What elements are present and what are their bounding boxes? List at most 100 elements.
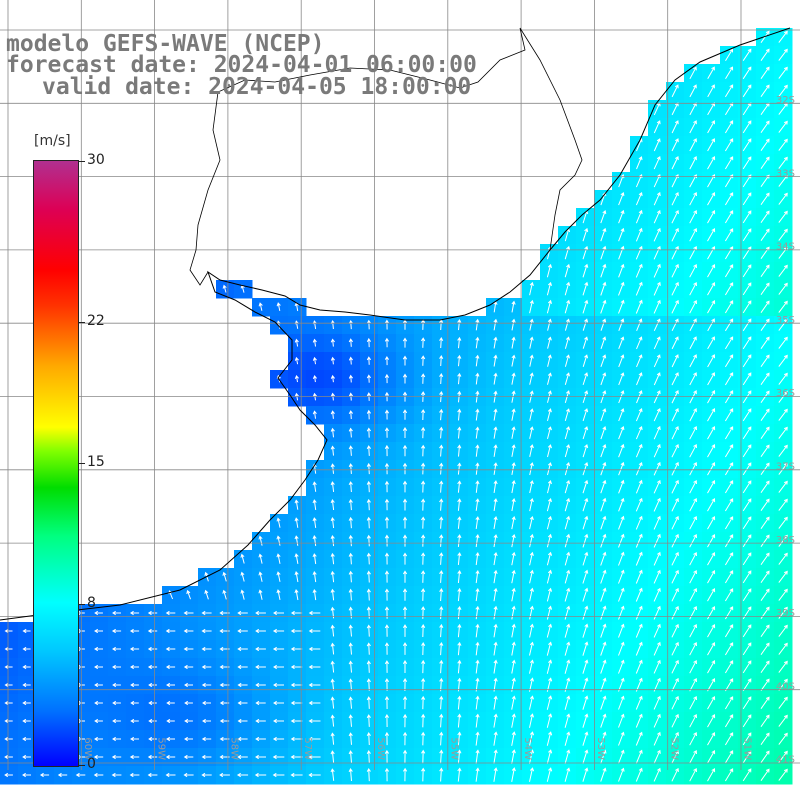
- wind-arrow: [564, 605, 571, 620]
- wind-arrow: [202, 700, 211, 706]
- wind-arrow: [511, 336, 516, 349]
- wind-arrow: [618, 713, 625, 728]
- wind-arrow: [475, 587, 480, 602]
- wind-arrow: [366, 750, 371, 764]
- wind-arrow: [742, 534, 752, 548]
- wind-arrow: [420, 426, 426, 439]
- wind-arrow: [653, 587, 661, 602]
- wind-arrow: [457, 444, 462, 457]
- wind-arrow: [778, 588, 788, 601]
- wind-arrow: [653, 120, 661, 134]
- wind-arrow: [366, 498, 371, 511]
- wind-arrow: [564, 408, 570, 422]
- wind-arrow: [742, 444, 752, 458]
- wind-arrow: [582, 713, 589, 728]
- wind-arrow: [529, 731, 535, 746]
- wind-arrow: [546, 515, 552, 530]
- wind-arrow: [294, 338, 299, 347]
- wind-arrow: [204, 589, 209, 600]
- wind-arrow: [707, 318, 715, 332]
- wind-arrow: [760, 624, 770, 637]
- wind-arrow: [724, 750, 734, 764]
- wind-arrow: [439, 749, 444, 764]
- wind-arrow: [653, 479, 661, 494]
- wind-arrow: [760, 696, 770, 709]
- wind-arrow: [529, 281, 534, 296]
- wind-arrow: [493, 731, 498, 746]
- wind-arrow: [671, 318, 679, 332]
- wind-arrow: [600, 623, 607, 638]
- wind-arrow: [420, 373, 426, 384]
- wind-arrow: [546, 713, 553, 728]
- wind-arrow: [294, 571, 299, 583]
- wind-arrow: [111, 772, 122, 778]
- wind-arrow: [707, 138, 715, 152]
- wind-arrow: [348, 498, 353, 511]
- wind-arrow: [237, 646, 248, 652]
- wind-arrow: [760, 444, 770, 457]
- wind-arrow: [129, 772, 140, 778]
- wind-arrow: [564, 569, 571, 584]
- wind-arrow: [201, 754, 212, 760]
- wind-arrow: [707, 552, 716, 566]
- wind-arrow: [94, 610, 103, 616]
- longitude-labels: 60W 59W 58W 57W 56W 55W 54W 53W 52W 51W: [82, 737, 753, 760]
- wind-arrow: [653, 354, 661, 368]
- wind-arrow: [564, 336, 570, 349]
- wind-arrow: [529, 462, 534, 476]
- wind-arrow: [778, 156, 788, 169]
- wind-arrow: [724, 426, 734, 440]
- wind-arrow: [276, 571, 281, 582]
- wind-arrow: [511, 587, 516, 602]
- wind-arrow: [290, 754, 303, 760]
- wind-arrow: [547, 390, 552, 403]
- wind-arrow: [308, 700, 321, 706]
- wind-arrow: [724, 300, 734, 314]
- wind-arrow: [402, 462, 408, 475]
- wind-arrow: [366, 337, 372, 348]
- wind-arrow: [760, 210, 770, 223]
- wind-arrow: [148, 718, 157, 724]
- wind-arrow: [707, 624, 716, 638]
- wind-arrow: [420, 462, 426, 475]
- wind-arrow: [439, 606, 444, 620]
- wind-arrow: [4, 700, 13, 706]
- wind-arrow: [724, 246, 734, 260]
- wind-arrow: [707, 336, 715, 350]
- wind-arrow: [94, 718, 103, 724]
- wind-arrow: [724, 84, 734, 98]
- longitude-label: 52W: [668, 737, 679, 760]
- wind-arrow: [724, 552, 734, 566]
- wind-arrow: [348, 374, 354, 383]
- wind-arrow: [402, 373, 408, 384]
- wind-arrow: [529, 605, 534, 620]
- wind-arrow: [707, 246, 716, 260]
- wind-arrow: [348, 481, 353, 493]
- wind-arrow: [330, 624, 335, 637]
- wind-arrow: [420, 588, 426, 601]
- wind-arrow: [653, 372, 661, 386]
- longitude-label: 53W: [595, 737, 606, 760]
- wind-arrow: [184, 718, 193, 724]
- colorbar-tick-mark: [79, 463, 85, 464]
- wind-arrow: [707, 120, 715, 134]
- wind-arrow: [778, 642, 788, 655]
- wind-arrow: [742, 318, 752, 332]
- wind-arrow: [653, 731, 661, 746]
- wind-arrow: [618, 641, 625, 656]
- wind-arrow: [493, 641, 498, 656]
- wind-arrow: [546, 641, 553, 656]
- wind-arrow: [689, 461, 697, 476]
- wind-arrow: [183, 772, 194, 778]
- wind-arrow: [290, 628, 303, 634]
- wind-arrow: [707, 696, 716, 710]
- wind-arrow: [529, 354, 534, 367]
- wind-arrow: [475, 426, 480, 439]
- wind-arrow: [129, 610, 140, 616]
- wind-arrow: [201, 646, 212, 652]
- wind-arrow: [511, 498, 516, 512]
- wind-arrow: [724, 120, 734, 134]
- wind-arrow: [547, 354, 552, 367]
- wind-arrow: [348, 732, 353, 745]
- wind-arrow: [493, 462, 498, 475]
